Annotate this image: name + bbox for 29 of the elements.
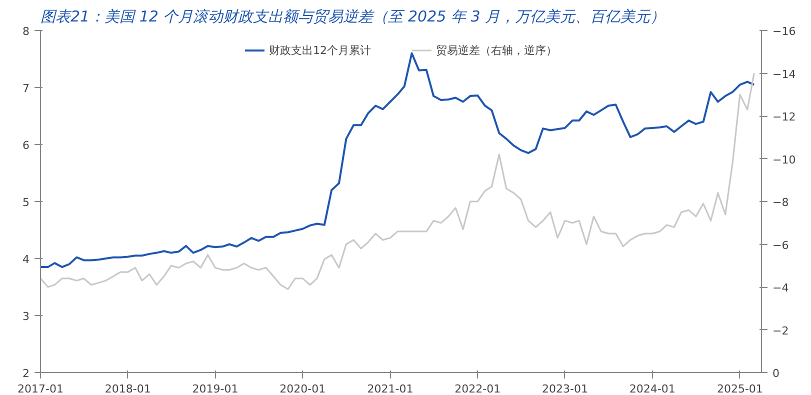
legend-label: 财政支出12个月累计: [269, 42, 371, 58]
y2-tick-label: −8: [772, 196, 789, 209]
y2-tick-label: −4: [772, 282, 789, 294]
chart-title: 图表21：美国 12 个月滚动财政支出额与贸易逆差（至 2025 年 3 月，万亿美元、百亿美元）: [40, 8, 665, 26]
x-tick-label: 2017-01: [18, 382, 64, 395]
y-tick-label: 6: [22, 139, 30, 152]
y2-tick-label: −6: [772, 238, 789, 252]
y-tick-label: 7: [22, 82, 30, 95]
line-series: [40, 72, 755, 290]
x-tick-label: 2023-01: [542, 382, 588, 395]
x-tick-label: 2020-01: [280, 382, 326, 395]
legend-label: 贸易逆差（右轴，逆序）: [436, 42, 557, 58]
x-tick-label: 2021-01: [367, 382, 414, 395]
y-tick-label: 4: [22, 253, 30, 266]
y2-tick-label: −16: [772, 25, 796, 38]
y2-tick-label: 0: [772, 367, 780, 380]
y2-tick-label: −2: [772, 324, 789, 338]
y2-tick-label: −12: [772, 110, 796, 124]
y-tick-label: 5: [22, 196, 30, 209]
x-tick-label: 2019-01: [192, 382, 238, 395]
x-tick-label: 2018-01: [104, 382, 151, 395]
y-tick-label: 2: [22, 367, 30, 380]
x-tick-label: 2025-01: [716, 382, 763, 395]
x-tick-label: 2024-01: [629, 382, 676, 395]
y-tick-label: 3: [22, 310, 30, 323]
y2-tick-label: −14: [772, 68, 796, 81]
y-tick-label: 8: [22, 25, 30, 38]
x-tick-label: 2022-01: [454, 382, 501, 395]
y2-tick-label: −10: [772, 153, 796, 166]
